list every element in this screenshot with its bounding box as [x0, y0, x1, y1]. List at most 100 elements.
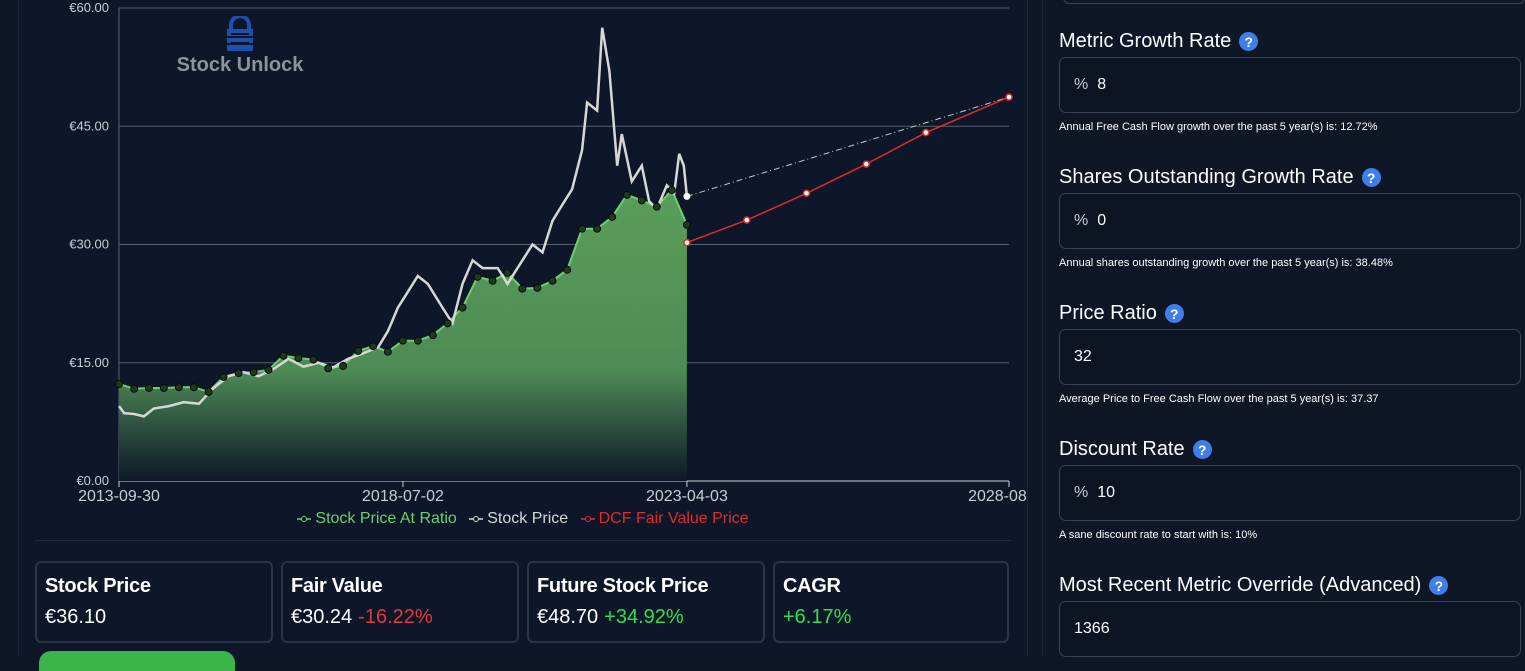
dcf-data-point[interactable] — [862, 160, 870, 168]
ratio-data-point[interactable] — [339, 361, 348, 370]
ratio-data-point[interactable] — [458, 303, 467, 312]
green-action-button[interactable] — [39, 651, 235, 671]
dcf-inputs-panel: Metric Growth Rate ? % 8 Annual Free Cas… — [1042, 0, 1525, 657]
discount-rate-input[interactable]: % 10 — [1059, 465, 1521, 521]
legend-label-ratio: Stock Price At Ratio — [315, 510, 457, 527]
shares-outstanding-growth-rate-hint: Annual shares outstanding growth over th… — [1059, 257, 1393, 269]
y-tick-label: €0.00 — [76, 473, 109, 488]
ratio-data-point[interactable] — [667, 186, 676, 195]
ratio-data-point[interactable] — [264, 365, 273, 374]
metric-growth-rate-input[interactable]: % 8 — [1059, 57, 1521, 113]
stock-unlock-logo-icon — [227, 16, 253, 51]
ratio-data-point[interactable] — [518, 284, 527, 293]
discount-rate-label: Discount Rate ? — [1059, 438, 1212, 461]
metric-growth-rate-value[interactable]: 8 — [1097, 76, 1107, 93]
ratio-data-point[interactable] — [383, 347, 392, 356]
ratio-data-point[interactable] — [428, 331, 437, 340]
shares-outstanding-growth-rate-value[interactable]: 0 — [1097, 212, 1107, 229]
future-stock-price-card: Future Stock Price €48.70 +34.92% — [527, 561, 765, 643]
ratio-data-point[interactable] — [369, 342, 378, 351]
percent-prefix: % — [1074, 76, 1089, 93]
shares-outstanding-growth-rate-input[interactable]: % 0 — [1059, 193, 1521, 249]
help-icon[interactable]: ? — [1164, 304, 1184, 323]
ratio-data-point[interactable] — [189, 383, 198, 392]
ratio-data-point[interactable] — [563, 265, 572, 274]
series-line-dcf-fair-value — [686, 96, 1010, 244]
y-tick-label: €45.00 — [69, 118, 109, 133]
ratio-data-point[interactable] — [294, 354, 303, 363]
ratio-data-point[interactable] — [130, 384, 139, 393]
ratio-data-point[interactable] — [622, 190, 631, 199]
previous-input-field[interactable] — [1063, 0, 1525, 4]
dcf-data-point[interactable] — [1005, 93, 1013, 101]
price-ratio-hint: Average Price to Free Cash Flow over the… — [1059, 393, 1379, 405]
ratio-data-point[interactable] — [174, 383, 183, 392]
help-icon[interactable]: ? — [1361, 168, 1381, 187]
price-ratio-input[interactable]: 32 — [1059, 329, 1521, 385]
future-stock-price-change: +34.92% — [604, 606, 684, 628]
ratio-data-point[interactable] — [398, 336, 407, 345]
ratio-data-point[interactable] — [488, 276, 497, 285]
price-last-point[interactable] — [683, 192, 691, 200]
help-icon[interactable]: ? — [1239, 32, 1259, 51]
ratio-data-point[interactable] — [593, 224, 602, 233]
ratio-data-point[interactable] — [533, 283, 542, 292]
ratio-data-point[interactable] — [219, 372, 228, 381]
ratio-data-point[interactable] — [652, 202, 661, 211]
ratio-data-point[interactable] — [144, 383, 153, 392]
dcf-data-point[interactable] — [922, 128, 930, 137]
discount-rate-value[interactable]: 10 — [1097, 484, 1116, 501]
future-stock-price-card-title: Future Stock Price — [537, 575, 709, 597]
ratio-data-point[interactable] — [503, 268, 512, 277]
price-ratio-value[interactable]: 32 — [1074, 348, 1092, 365]
ratio-data-point[interactable] — [324, 364, 333, 373]
dcf-data-point[interactable] — [743, 216, 751, 224]
dcf-data-point[interactable] — [683, 238, 691, 247]
ratio-data-point[interactable] — [204, 387, 213, 396]
x-tick-label: 2013-09-30 — [78, 488, 160, 505]
most-recent-metric-override-label-text: Most Recent Metric Override (Advanced) — [1059, 574, 1422, 596]
shares-outstanding-growth-rate-label: Shares Outstanding Growth Rate ? — [1059, 166, 1381, 189]
legend-item-stock-price[interactable]: Stock Price — [469, 510, 568, 528]
ratio-data-point[interactable] — [548, 276, 557, 285]
section-divider — [35, 540, 1011, 541]
ratio-data-point[interactable] — [578, 224, 587, 233]
ratio-data-point[interactable] — [234, 368, 243, 377]
dcf-data-point[interactable] — [802, 189, 811, 198]
most-recent-metric-override-input[interactable]: 1366 — [1059, 601, 1521, 657]
ratio-data-point[interactable] — [413, 336, 422, 345]
percent-prefix: % — [1074, 484, 1089, 501]
ratio-data-point[interactable] — [637, 196, 646, 205]
legend-item-stock-price-at-ratio[interactable]: Stock Price At Ratio — [297, 510, 457, 528]
price-ratio-label: Price Ratio ? — [1059, 302, 1184, 325]
ratio-data-point[interactable] — [682, 220, 691, 229]
legend-marker-price-icon — [469, 516, 484, 522]
price-chart: €0.00 €15.00 €30.00 €45.00 €60.00 2013-09-30… — [69, 0, 1027, 505]
ratio-data-point[interactable] — [608, 212, 617, 221]
ratio-data-point[interactable] — [443, 319, 452, 328]
valuation-chart-panel: €0.00 €15.00 €30.00 €45.00 €60.00 2013-09-30… — [18, 0, 1028, 671]
price-ratio-label-text: Price Ratio — [1059, 302, 1157, 324]
ratio-data-point[interactable] — [473, 272, 482, 281]
ratio-data-point[interactable] — [249, 368, 258, 377]
y-tick-label: €60.00 — [69, 0, 109, 15]
projection-dashed-line — [686, 96, 1010, 197]
ratio-data-point[interactable] — [309, 355, 318, 364]
fair-value-value: €30.24 — [291, 606, 353, 628]
future-stock-price-row: €48.70 +34.92% — [537, 606, 755, 629]
x-tick-label: 2023-04-03 — [646, 488, 728, 505]
help-icon[interactable]: ? — [1429, 576, 1449, 595]
most-recent-metric-override-value[interactable]: 1366 — [1074, 620, 1110, 637]
metric-growth-rate-label-text: Metric Growth Rate — [1059, 30, 1232, 52]
help-icon[interactable]: ? — [1192, 440, 1212, 459]
ratio-data-point[interactable] — [279, 351, 288, 360]
ratio-data-point[interactable] — [115, 380, 123, 389]
fair-value-card: Fair Value €30.24 -16.22% — [281, 561, 519, 643]
ratio-data-point[interactable] — [354, 346, 363, 355]
legend-item-dcf-fair-value[interactable]: DCF Fair Value Price — [580, 510, 749, 528]
discount-rate-label-text: Discount Rate — [1059, 438, 1185, 460]
ratio-data-point[interactable] — [159, 383, 168, 392]
legend-marker-ratio-icon — [297, 516, 312, 522]
chart-legend: Stock Price At Ratio Stock Price DCF Fai… — [19, 510, 1027, 528]
x-tick-label: 2028-08-23 — [968, 488, 1027, 505]
